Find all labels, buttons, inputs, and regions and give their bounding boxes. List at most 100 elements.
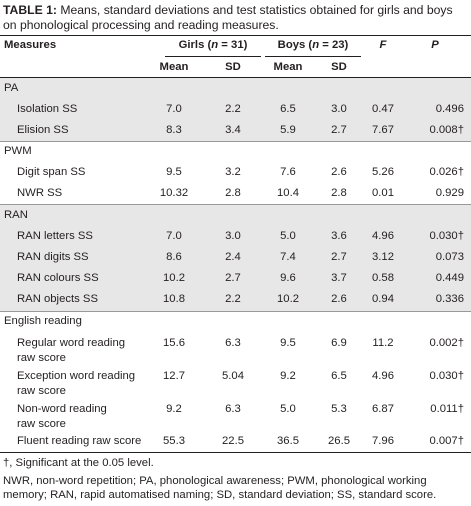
row-label: RAN digits SS [17, 251, 89, 263]
f-value: 7.67 [372, 124, 394, 136]
row-label-line1: Non-word reading [17, 403, 107, 415]
abbreviations-note: NWR, non-word repetition; PA, phonologic… [3, 475, 437, 501]
girls-mean: 10.8 [163, 293, 185, 305]
row-label-line2: raw score [17, 385, 66, 397]
header-girls-mean: Mean [159, 61, 189, 73]
boys-mean: 5.0 [280, 230, 296, 242]
p-value: 0.496 [435, 103, 464, 115]
girls-mean: 9.5 [166, 166, 182, 178]
significance-note: †, Significant at the 0.05 level. [3, 457, 154, 469]
girls-sd: 2.4 [225, 251, 241, 263]
caption-label: TABLE 1: [3, 3, 57, 17]
row-divider [0, 311, 471, 312]
group-label: PWM [4, 145, 32, 157]
boys-sd: 2.7 [331, 251, 347, 263]
girls-mean: 7.0 [166, 103, 182, 115]
p-value: 0.002† [429, 337, 464, 349]
boys-mean: 10.4 [277, 187, 299, 199]
header-p: P [431, 39, 439, 51]
girls-mean: 55.3 [163, 435, 185, 447]
f-value: 3.12 [372, 251, 394, 263]
row-label: RAN colours SS [17, 272, 99, 284]
girls-sd: 3.2 [225, 166, 241, 178]
f-value: 0.01 [372, 187, 394, 199]
girls-sd: 3.0 [225, 230, 241, 242]
boys-sd: 3.7 [331, 272, 347, 284]
boys-sd: 2.7 [331, 124, 347, 136]
bottom-rule [0, 452, 471, 453]
header-boys-sd: SD [331, 61, 347, 73]
girls-sd: 22.5 [222, 435, 244, 447]
boys-sd: 6.5 [331, 370, 347, 382]
boys-mean: 10.2 [277, 293, 299, 305]
boys-sd: 2.6 [331, 293, 347, 305]
girls-mean: 7.0 [166, 230, 182, 242]
girls-sd: 6.3 [225, 403, 241, 415]
table-caption: TABLE 1: Means, standard deviations and … [3, 3, 467, 32]
boys-underline [265, 56, 361, 57]
row-label-line2: raw score [17, 418, 66, 430]
girls-sd: 5.04 [222, 370, 244, 382]
f-value: 6.87 [372, 403, 394, 415]
f-value: 0.94 [372, 293, 394, 305]
p-value: 0.008† [429, 124, 464, 136]
f-value: 5.26 [372, 166, 394, 178]
row-label: Isolation SS [17, 103, 78, 115]
row-label-line1: Regular word reading [17, 337, 126, 349]
girls-mean: 8.3 [166, 124, 182, 136]
girls-sd: 3.4 [225, 124, 241, 136]
f-value: 7.96 [372, 435, 394, 447]
boys-mean: 36.5 [277, 435, 299, 447]
row-label: Digit span SS [17, 166, 86, 178]
boys-mean: 9.5 [280, 337, 296, 349]
boys-sd: 2.8 [331, 187, 347, 199]
girls-mean: 12.7 [163, 370, 185, 382]
girls-sd: 2.8 [225, 187, 241, 199]
f-value: 4.96 [372, 230, 394, 242]
pa-group-shade [0, 78, 471, 141]
p-value: 0.011† [430, 403, 464, 415]
f-value: 4.96 [372, 370, 394, 382]
f-value: 0.58 [372, 272, 394, 284]
girls-mean: 8.6 [166, 251, 182, 263]
group-label: RAN [4, 209, 28, 221]
boys-mean: 9.2 [280, 370, 296, 382]
ran-group-shade [0, 205, 471, 311]
boys-mean: 5.0 [280, 403, 296, 415]
f-value: 0.47 [372, 103, 394, 115]
boys-sd: 6.9 [331, 337, 347, 349]
p-value: 0.030† [429, 230, 464, 242]
p-value: 0.007† [429, 435, 464, 447]
girls-underline [165, 56, 261, 57]
girls-sd: 2.2 [225, 103, 241, 115]
boys-mean: 6.5 [280, 103, 296, 115]
p-value: 0.030† [429, 370, 464, 382]
row-label: Fluent reading raw score [17, 435, 142, 447]
row-label: RAN letters SS [17, 230, 93, 242]
row-divider [0, 204, 471, 205]
row-label: NWR SS [17, 187, 63, 199]
header-girls: Girls (n = 31) [178, 39, 248, 51]
row-label: Elision SS [17, 124, 69, 136]
header-f: F [379, 39, 387, 51]
boys-mean: 7.6 [280, 166, 296, 178]
f-value: 11.2 [372, 337, 394, 349]
row-label-line2: raw score [17, 352, 66, 364]
girls-sd: 2.2 [225, 293, 241, 305]
boys-sd: 3.0 [331, 103, 347, 115]
p-value: 0.026† [429, 166, 464, 178]
top-rule [0, 35, 471, 36]
boys-sd: 5.3 [331, 403, 347, 415]
header-boys: Boys (n = 23) [277, 39, 349, 51]
row-label: RAN objects SS [17, 293, 98, 305]
header-bottom-rule [0, 77, 471, 78]
girls-mean: 9.2 [166, 403, 182, 415]
p-value: 0.336 [435, 293, 464, 305]
boys-sd: 26.5 [328, 435, 350, 447]
group-label: English reading [4, 315, 82, 327]
p-value: 0.449 [435, 272, 464, 284]
header-girls-sd: SD [225, 61, 241, 73]
boys-mean: 9.6 [280, 272, 296, 284]
girls-mean: 10.2 [163, 272, 185, 284]
header-measures: Measures [4, 39, 57, 51]
